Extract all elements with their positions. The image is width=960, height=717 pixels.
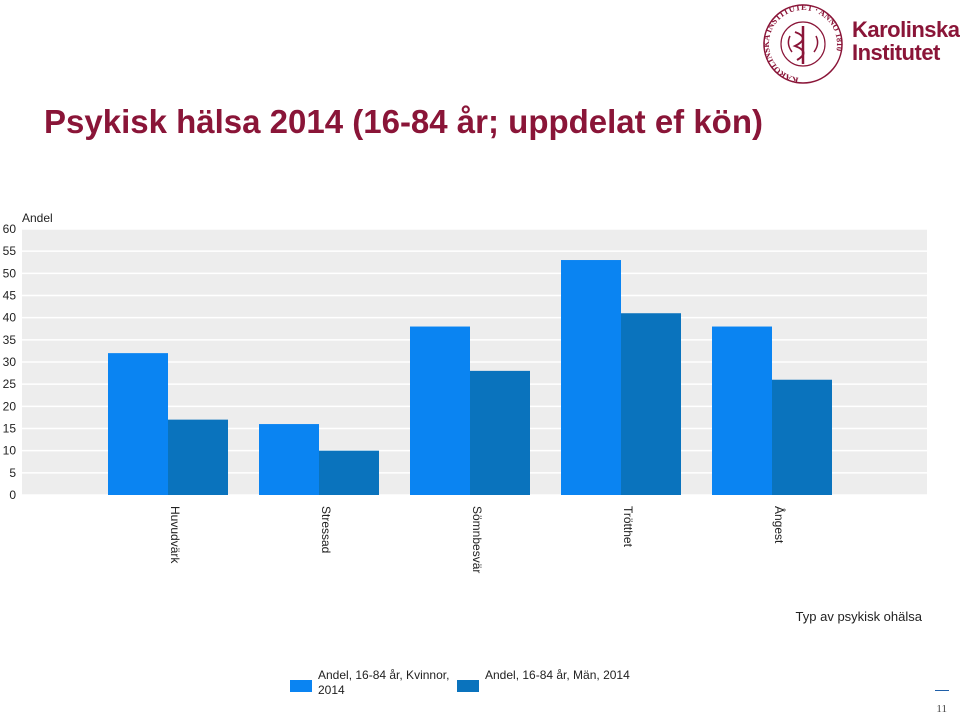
logo-line-1: Karolinska [852, 17, 960, 42]
slide-title: Psykisk hälsa 2014 (16-84 år; uppdelat e… [44, 103, 763, 140]
page-number: 11 [936, 703, 947, 715]
y-tick-label: 5 [9, 466, 16, 480]
x-tick-label: Huvudvärk [168, 506, 182, 564]
serpent-icon [792, 31, 805, 61]
x-axis-label: Typ av psykisk ohälsa [796, 609, 923, 624]
y-tick-label: 30 [3, 355, 17, 369]
x-tick-label: Trötthet [621, 506, 635, 548]
bar-stressad-man [319, 450, 379, 495]
bar-trötthet-kvinnor [561, 260, 621, 495]
legend-label-kvinnor: Andel, 16-84 år, Kvinnor, 2014 [318, 668, 450, 697]
x-tick-label: Sömnbesvär [470, 506, 484, 573]
y-tick-label: 0 [9, 488, 16, 502]
y-tick-label: 55 [3, 244, 17, 258]
bar-ångest-kvinnor [712, 326, 772, 495]
page-number-divider [935, 690, 949, 691]
bar-huvudvärk-kvinnor [108, 353, 168, 495]
legend-swatch-kvinnor [290, 680, 312, 692]
y-tick-label: 60 [3, 222, 17, 236]
y-tick-label: 10 [3, 444, 17, 458]
bar-stressad-kvinnor [259, 424, 319, 495]
seal-inner-ring [780, 21, 826, 67]
x-tick-label: Ångest [772, 506, 787, 544]
y-tick-label: 40 [3, 311, 17, 325]
y-tick-label: 50 [3, 266, 17, 280]
seal-outer-ring [763, 4, 843, 84]
karolinska-logo: KAROLINSKA INSTITUTET · ANNO 1810 [762, 2, 845, 86]
y-tick-label: 15 [3, 422, 17, 436]
legend-swatch-man [457, 680, 479, 692]
logo-wordmark: Karolinska Institutet [852, 18, 960, 64]
bar-sömnbesvär-man [470, 370, 530, 495]
bar-huvudvärk-man [168, 419, 228, 495]
y-tick-label: 45 [3, 289, 17, 303]
y-tick-label: 20 [3, 399, 17, 413]
bar-trötthet-man [621, 313, 681, 495]
legend-label-man: Andel, 16-84 år, Män, 2014 [485, 668, 630, 682]
bar-chart: 0 5 10 15 20 25 30 35 40 45 50 55 60 Huvudvärk Stress… [3, 211, 927, 624]
logo-line-2: Institutet [852, 40, 940, 65]
x-tick-label: Stressad [319, 506, 333, 553]
bar-ångest-man [772, 379, 832, 495]
y-tick-label: 25 [3, 377, 17, 391]
laurel-icon [787, 35, 819, 53]
bar-sömnbesvär-kvinnor [410, 326, 470, 495]
y-axis-label: Andel [22, 211, 53, 225]
y-tick-label: 35 [3, 333, 17, 347]
